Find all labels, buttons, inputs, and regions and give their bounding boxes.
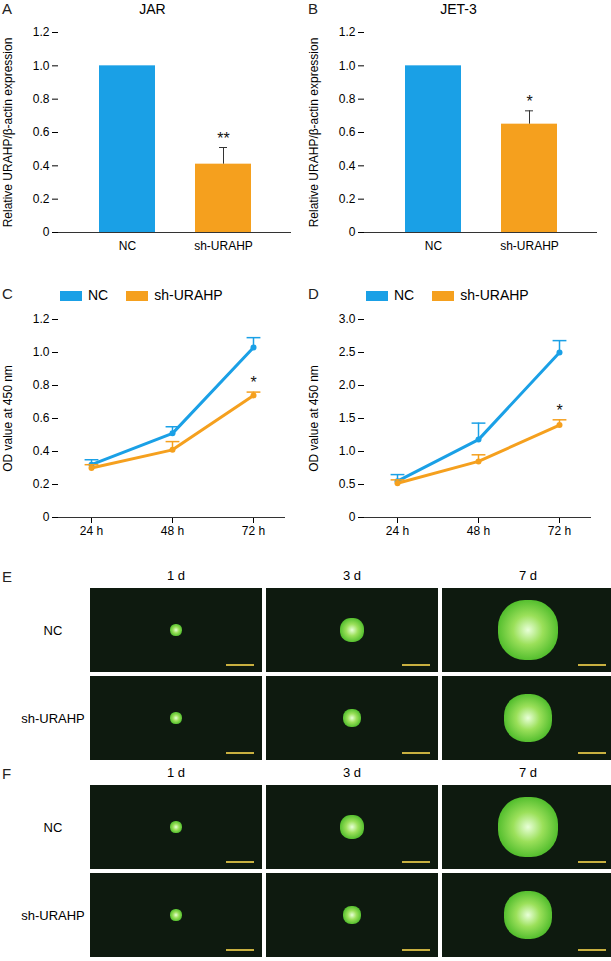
html-text:sh-URAHP: sh-URAHP <box>21 907 85 923</box>
svg-text:*: * <box>556 402 562 419</box>
svg-text:1.2: 1.2 <box>339 25 356 39</box>
html-text:C: C <box>2 285 13 302</box>
svg-text:**: ** <box>217 130 229 147</box>
html-text:1 d: 1 d <box>167 568 185 583</box>
svg-text:1.0: 1.0 <box>33 59 50 73</box>
svg-text:Relative URAHP/β-actin express: Relative URAHP/β-actin expression <box>1 38 15 228</box>
svg-text:48 h: 48 h <box>467 524 490 538</box>
html-text:3 d: 3 d <box>343 765 361 780</box>
svg-text:48 h: 48 h <box>161 524 184 538</box>
svg-text:0.6: 0.6 <box>339 125 356 139</box>
svg-text:1.2: 1.2 <box>33 25 50 39</box>
svg-text:0: 0 <box>43 510 50 524</box>
svg-text:1.2: 1.2 <box>33 312 50 326</box>
html-text:NC: NC <box>43 622 63 638</box>
html-text:sh-URAHP: sh-URAHP <box>21 710 85 726</box>
svg-text:0.8: 0.8 <box>339 92 356 106</box>
svg-text:*: * <box>526 93 532 110</box>
html-text:F: F <box>2 765 12 782</box>
html-text:sh-URAHP: sh-URAHP <box>460 287 529 303</box>
html-text:3 d: 3 d <box>343 568 361 583</box>
html-text:E: E <box>2 568 12 585</box>
html-text:D: D <box>308 285 319 302</box>
svg-text:OD value at 450 nm: OD value at 450 nm <box>1 365 15 472</box>
svg-text:0.4: 0.4 <box>33 159 50 173</box>
svg-text:2.0: 2.0 <box>339 378 356 392</box>
html-text:JET-3: JET-3 <box>440 1 477 17</box>
svg-text:0.4: 0.4 <box>33 444 50 458</box>
html-text:sh-URAHP: sh-URAHP <box>154 287 223 303</box>
svg-text:Relative URAHP/β-actin express: Relative URAHP/β-actin expression <box>307 38 321 228</box>
svg-text:NC: NC <box>425 239 443 253</box>
svg-text:24 h: 24 h <box>80 524 103 538</box>
svg-text:NC: NC <box>119 239 137 253</box>
svg-text:0.2: 0.2 <box>339 192 356 206</box>
html-text:7 d: 7 d <box>519 568 537 583</box>
html-text:NC: NC <box>394 287 415 303</box>
svg-text:0.8: 0.8 <box>33 378 50 392</box>
svg-text:0.4: 0.4 <box>339 159 356 173</box>
svg-text:2.5: 2.5 <box>339 345 356 359</box>
svg-text:0.2: 0.2 <box>33 477 50 491</box>
html-text:1 d: 1 d <box>167 765 185 780</box>
svg-text:OD value at 450 nm: OD value at 450 nm <box>307 365 321 472</box>
svg-text:24 h: 24 h <box>386 524 409 538</box>
svg-text:*: * <box>250 374 256 391</box>
svg-text:sh-URAHP: sh-URAHP <box>500 239 559 253</box>
svg-text:72 h: 72 h <box>242 524 265 538</box>
svg-text:0.8: 0.8 <box>33 92 50 106</box>
svg-text:0.5: 0.5 <box>339 477 356 491</box>
svg-text:3.0: 3.0 <box>339 312 356 326</box>
svg-text:0.2: 0.2 <box>33 192 50 206</box>
svg-text:0: 0 <box>349 510 356 524</box>
svg-text:0.6: 0.6 <box>33 125 50 139</box>
html-text:JAR: JAR <box>139 1 166 17</box>
svg-text:sh-URAHP: sh-URAHP <box>194 239 253 253</box>
html-text:A: A <box>2 0 12 17</box>
svg-text:1.5: 1.5 <box>339 411 356 425</box>
html-text:7 d: 7 d <box>519 765 537 780</box>
svg-text:72 h: 72 h <box>548 524 571 538</box>
svg-text:0.6: 0.6 <box>33 411 50 425</box>
svg-text:1.0: 1.0 <box>339 59 356 73</box>
svg-text:0: 0 <box>43 225 50 239</box>
svg-text:0: 0 <box>349 225 356 239</box>
html-text:NC: NC <box>88 287 109 303</box>
html-text:NC: NC <box>43 819 63 835</box>
svg-text:1.0: 1.0 <box>33 345 50 359</box>
html-text:B: B <box>308 0 318 17</box>
svg-text:1.0: 1.0 <box>339 444 356 458</box>
